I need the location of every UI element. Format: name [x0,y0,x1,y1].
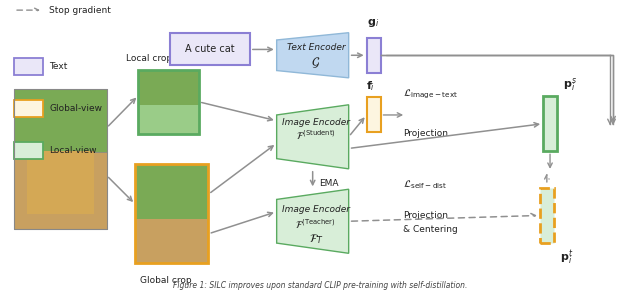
Text: Projection: Projection [403,211,448,220]
Text: $\mathbf{p}_i^t$: $\mathbf{p}_i^t$ [560,248,573,267]
FancyBboxPatch shape [14,152,106,228]
Text: $\mathcal{L}_{\rm image-text}$: $\mathcal{L}_{\rm image-text}$ [403,88,458,101]
FancyBboxPatch shape [14,58,43,75]
FancyBboxPatch shape [135,219,209,263]
Text: $\mathbf{g}_i$: $\mathbf{g}_i$ [367,17,380,29]
FancyBboxPatch shape [14,142,43,159]
Text: Local-view: Local-view [49,146,97,155]
FancyBboxPatch shape [367,38,381,73]
Text: Global-view: Global-view [49,104,102,113]
Text: Projection: Projection [403,129,448,138]
Text: $\mathbf{p}_i^s$: $\mathbf{p}_i^s$ [563,76,577,93]
Text: Image Encoder: Image Encoder [282,205,350,214]
Text: Local crop: Local crop [127,54,173,63]
FancyBboxPatch shape [170,34,250,66]
Text: $\mathcal{L}_{\rm self-dist}$: $\mathcal{L}_{\rm self-dist}$ [403,178,447,191]
Text: $\mathbf{f}_i$: $\mathbf{f}_i$ [366,79,375,93]
FancyBboxPatch shape [138,70,199,105]
Polygon shape [276,105,349,169]
Text: $\mathcal{F}_T$: $\mathcal{F}_T$ [308,232,323,245]
Text: Figure 1: SILC improves upon standard CLIP pre-training with self-distillation.: Figure 1: SILC improves upon standard CL… [173,281,467,290]
Text: $\mathcal{G}$: $\mathcal{G}$ [311,55,321,70]
Text: $\mathcal{F}^{\rm (Student)}$: $\mathcal{F}^{\rm (Student)}$ [296,128,336,142]
Text: A cute cat: A cute cat [185,44,235,54]
Text: $\mathcal{F}^{\rm (Teacher)}$: $\mathcal{F}^{\rm (Teacher)}$ [296,217,336,231]
FancyBboxPatch shape [367,98,381,132]
Text: & Centering: & Centering [403,225,458,235]
FancyBboxPatch shape [540,188,554,243]
Text: Text: Text [49,62,68,71]
FancyBboxPatch shape [138,70,199,134]
Text: EMA: EMA [319,179,338,188]
Polygon shape [276,33,349,78]
FancyBboxPatch shape [27,151,94,214]
Text: Global crop: Global crop [140,276,191,285]
FancyBboxPatch shape [14,89,106,228]
Text: Image Encoder: Image Encoder [282,118,350,127]
FancyBboxPatch shape [543,96,557,151]
Polygon shape [276,189,349,253]
Text: Text Encoder: Text Encoder [287,44,345,53]
FancyBboxPatch shape [14,100,43,117]
FancyBboxPatch shape [135,164,209,263]
Text: Stop gradient: Stop gradient [49,6,111,15]
